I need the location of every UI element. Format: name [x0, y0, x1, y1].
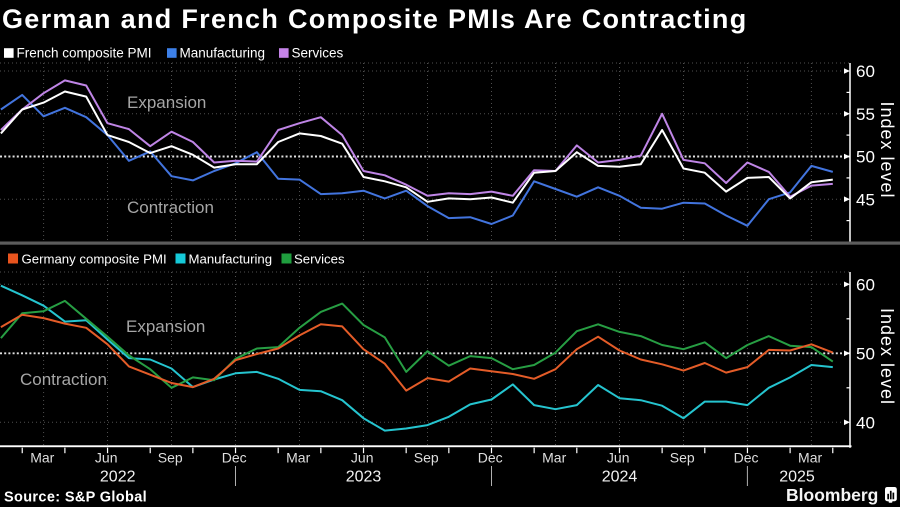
- svg-text:Manufacturing: Manufacturing: [189, 252, 273, 267]
- svg-text:Jun: Jun: [607, 450, 630, 466]
- svg-text:Index level: Index level: [877, 101, 897, 198]
- svg-text:Sep: Sep: [414, 450, 439, 466]
- svg-text:Services: Services: [292, 46, 344, 61]
- svg-text:50: 50: [856, 148, 875, 167]
- svg-text:Mar: Mar: [286, 450, 310, 466]
- svg-text:Expansion: Expansion: [126, 317, 205, 336]
- svg-text:Mar: Mar: [798, 450, 822, 466]
- svg-text:Mar: Mar: [542, 450, 566, 466]
- svg-text:2024: 2024: [602, 469, 638, 486]
- svg-text:2022: 2022: [100, 469, 136, 486]
- svg-text:60: 60: [856, 62, 875, 81]
- svg-text:Contraction: Contraction: [20, 370, 107, 389]
- svg-text:Source: S&P Global: Source: S&P Global: [4, 490, 147, 506]
- svg-text:Jun: Jun: [95, 450, 118, 466]
- svg-text:French composite PMI: French composite PMI: [17, 46, 152, 61]
- svg-text:Index level: Index level: [877, 308, 897, 405]
- svg-text:60: 60: [856, 276, 875, 295]
- svg-text:2023: 2023: [346, 469, 382, 486]
- svg-text:German and French Composite PM: German and French Composite PMIs Are Con…: [2, 4, 748, 34]
- svg-text:Dec: Dec: [734, 450, 759, 466]
- svg-text:Mar: Mar: [30, 450, 54, 466]
- svg-text:Dec: Dec: [478, 450, 503, 466]
- svg-text:Dec: Dec: [222, 450, 247, 466]
- svg-text:Contraction: Contraction: [127, 198, 214, 217]
- svg-text:2025: 2025: [779, 469, 815, 486]
- svg-text:Sep: Sep: [670, 450, 695, 466]
- svg-text:Germany composite PMI: Germany composite PMI: [22, 252, 167, 267]
- svg-text:55: 55: [856, 105, 875, 124]
- svg-text:50: 50: [856, 345, 875, 364]
- svg-text:40: 40: [856, 414, 875, 433]
- svg-text:Bloomberg: Bloomberg: [786, 485, 878, 505]
- svg-text:45: 45: [856, 190, 875, 209]
- svg-text:Sep: Sep: [158, 450, 183, 466]
- svg-text:Jun: Jun: [351, 450, 374, 466]
- svg-text:Expansion: Expansion: [127, 93, 206, 112]
- svg-text:Manufacturing: Manufacturing: [180, 46, 266, 61]
- svg-text:Services: Services: [294, 252, 345, 267]
